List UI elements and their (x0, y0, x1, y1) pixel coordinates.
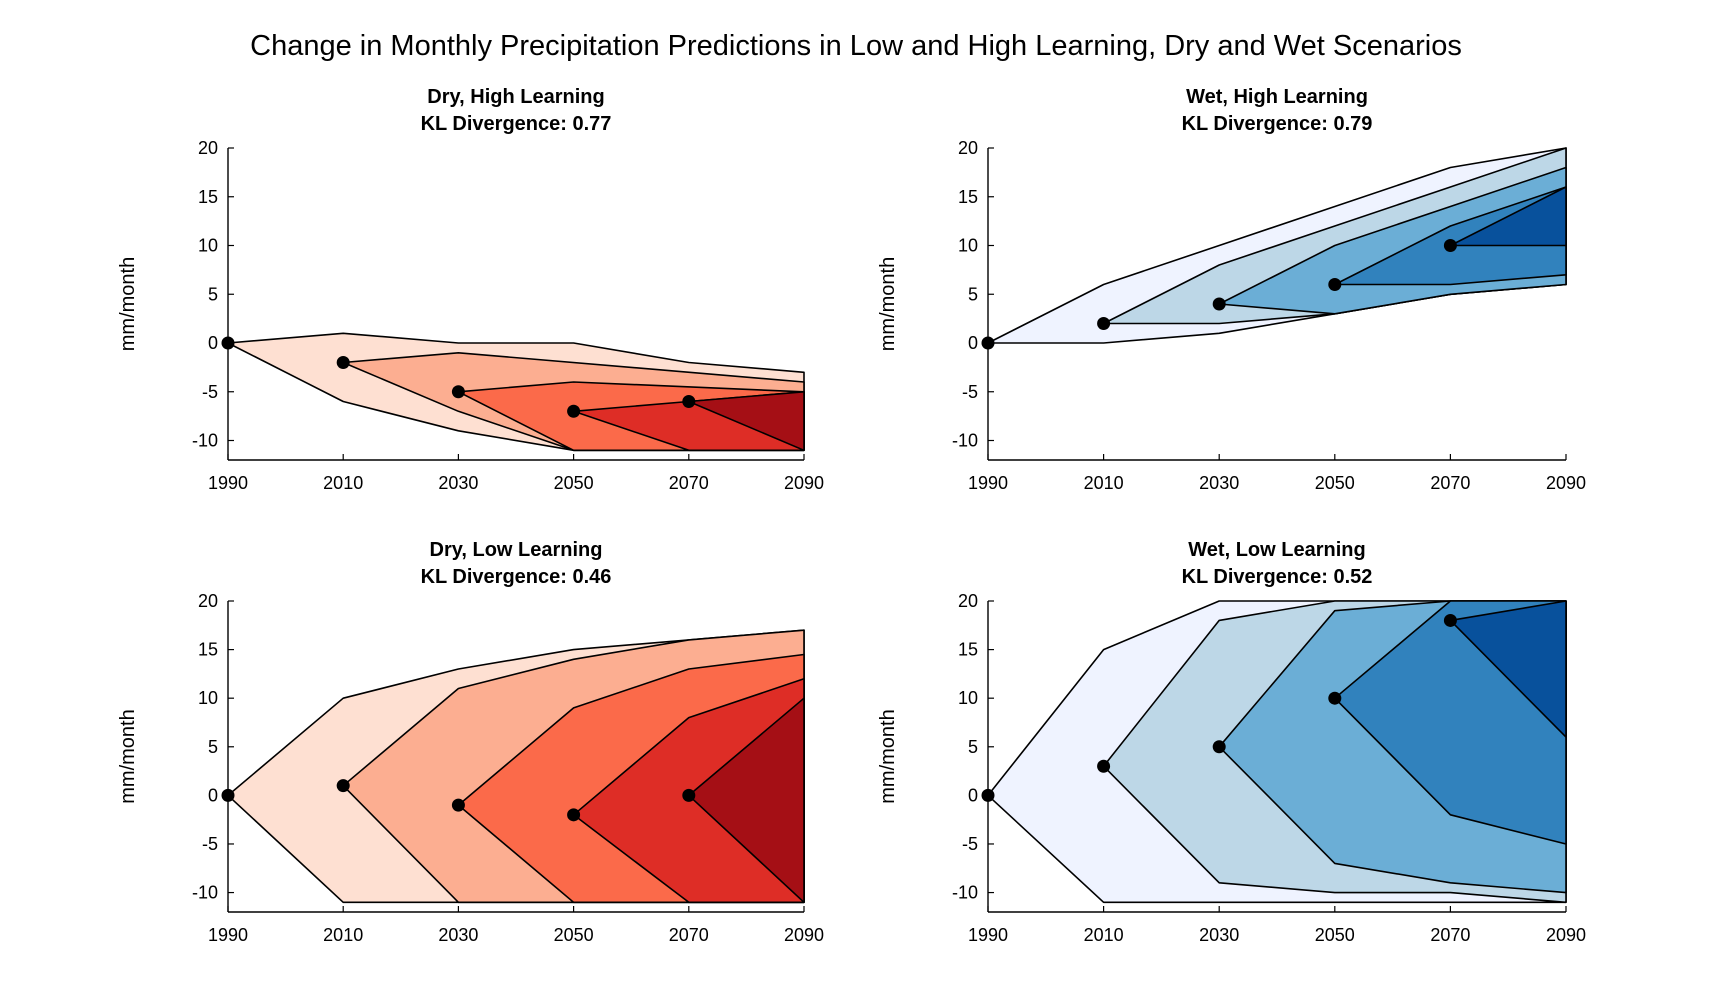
data-point (221, 336, 235, 350)
figure-title: Change in Monthly Precipitation Predicti… (250, 30, 1462, 62)
data-point (682, 395, 696, 408)
data-point (1097, 317, 1111, 330)
band-5 (687, 390, 805, 452)
y-tick-label: 5 (968, 284, 978, 304)
data-point (336, 779, 350, 793)
y-tick-label: 20 (958, 138, 978, 158)
y-tick-label: 20 (198, 591, 218, 611)
x-tick-label: 2050 (554, 925, 594, 945)
panel-subtitle: KL Divergence: 0.77 (421, 113, 612, 135)
x-tick-label: 1990 (968, 925, 1008, 945)
y-tick-label: 20 (198, 138, 218, 158)
y-tick-label: -10 (192, 883, 218, 903)
panel-title: Dry, Low Learning (430, 539, 603, 561)
band-5 (1449, 600, 1567, 738)
panel-subtitle: KL Divergence: 0.79 (1182, 113, 1373, 135)
y-axis-label: mm/month (117, 257, 139, 351)
y-tick-label: -5 (202, 834, 218, 854)
x-tick-label: 2030 (438, 473, 478, 493)
data-point (1443, 239, 1457, 252)
y-axis-label: mm/month (877, 709, 899, 803)
x-tick-label: 1990 (208, 925, 248, 945)
x-tick-label: 1990 (968, 473, 1008, 493)
y-tick-label: -10 (192, 431, 218, 451)
panel-wet-low: 20 15 10 5 0 -5 -10 1990 2010 2030 2050 2070 2090 Wet… (877, 539, 1586, 945)
x-tick-label: 2010 (323, 925, 363, 945)
y-tick-label: 15 (958, 640, 978, 660)
y-tick-label: -5 (962, 382, 978, 402)
data-point (567, 808, 581, 822)
x-tick-label: 2070 (1430, 473, 1470, 493)
data-point (336, 356, 350, 369)
band-5 (687, 697, 805, 904)
y-tick-label: 5 (968, 737, 978, 757)
x-tick-label: 2030 (1199, 473, 1239, 493)
data-point (981, 788, 995, 802)
y-tick-label: 0 (208, 785, 218, 805)
data-point (1097, 759, 1111, 773)
data-point (1328, 691, 1342, 705)
panel-title: Dry, High Learning (427, 86, 604, 108)
x-tick-label: 2010 (323, 473, 363, 493)
panel-subtitle: KL Divergence: 0.52 (1182, 566, 1373, 588)
y-tick-label: 0 (208, 333, 218, 353)
y-axis-label: mm/month (117, 709, 139, 803)
panel-title: Wet, High Learning (1186, 86, 1368, 108)
panel-subtitle: KL Divergence: 0.46 (421, 566, 612, 588)
y-tick-label: 10 (198, 236, 218, 256)
x-tick-label: 2050 (554, 473, 594, 493)
y-tick-label: 0 (968, 785, 978, 805)
y-tick-label: -5 (962, 834, 978, 854)
y-tick-label: 0 (968, 333, 978, 353)
x-tick-label: 2090 (1546, 473, 1586, 493)
y-tick-label: 5 (208, 737, 218, 757)
data-point (981, 336, 995, 350)
y-tick-label: -10 (952, 431, 978, 451)
y-tick-label: 15 (198, 187, 218, 207)
data-point (682, 788, 696, 802)
x-tick-label: 1990 (208, 473, 248, 493)
panel-dry-low: 20 15 10 5 0 -5 -10 1990 2010 2030 2050 2070 2090 Dry… (117, 539, 824, 945)
y-tick-label: -5 (202, 382, 218, 402)
y-tick-label: 15 (198, 640, 218, 660)
y-tick-label: 15 (958, 187, 978, 207)
panel-wet-high: 20 15 10 5 0 -5 -10 1990 2010 2030 2050 2070 2090 Wet… (877, 86, 1586, 493)
y-axis-label: mm/month (877, 257, 899, 351)
y-tick-label: -10 (952, 883, 978, 903)
x-tick-label: 2050 (1315, 925, 1355, 945)
data-point (1212, 297, 1226, 311)
panel-dry-high: 20 15 10 5 0 -5 -10 1990 2010 2030 2050 2070 2090 Dry… (117, 86, 824, 493)
x-tick-label: 2090 (784, 925, 824, 945)
x-tick-label: 2030 (438, 925, 478, 945)
x-tick-label: 2090 (784, 473, 824, 493)
y-tick-label: 20 (958, 591, 978, 611)
y-tick-label: 5 (208, 284, 218, 304)
x-tick-label: 2030 (1199, 925, 1239, 945)
x-tick-label: 2010 (1084, 925, 1124, 945)
data-point (567, 404, 581, 418)
data-point (451, 385, 465, 399)
data-point (451, 798, 465, 812)
x-tick-label: 2070 (1430, 925, 1470, 945)
y-tick-label: 10 (958, 236, 978, 256)
data-point (1212, 740, 1226, 754)
x-tick-label: 2050 (1315, 473, 1355, 493)
band-5 (1449, 186, 1567, 247)
x-tick-label: 2070 (669, 473, 709, 493)
panel-title: Wet, Low Learning (1188, 539, 1365, 561)
data-point (1443, 613, 1457, 627)
x-tick-label: 2070 (669, 925, 709, 945)
y-tick-label: 10 (198, 688, 218, 708)
x-tick-label: 2010 (1084, 473, 1124, 493)
data-point (221, 788, 235, 802)
data-point (1328, 278, 1342, 291)
y-tick-label: 10 (958, 688, 978, 708)
x-tick-label: 2090 (1546, 925, 1586, 945)
